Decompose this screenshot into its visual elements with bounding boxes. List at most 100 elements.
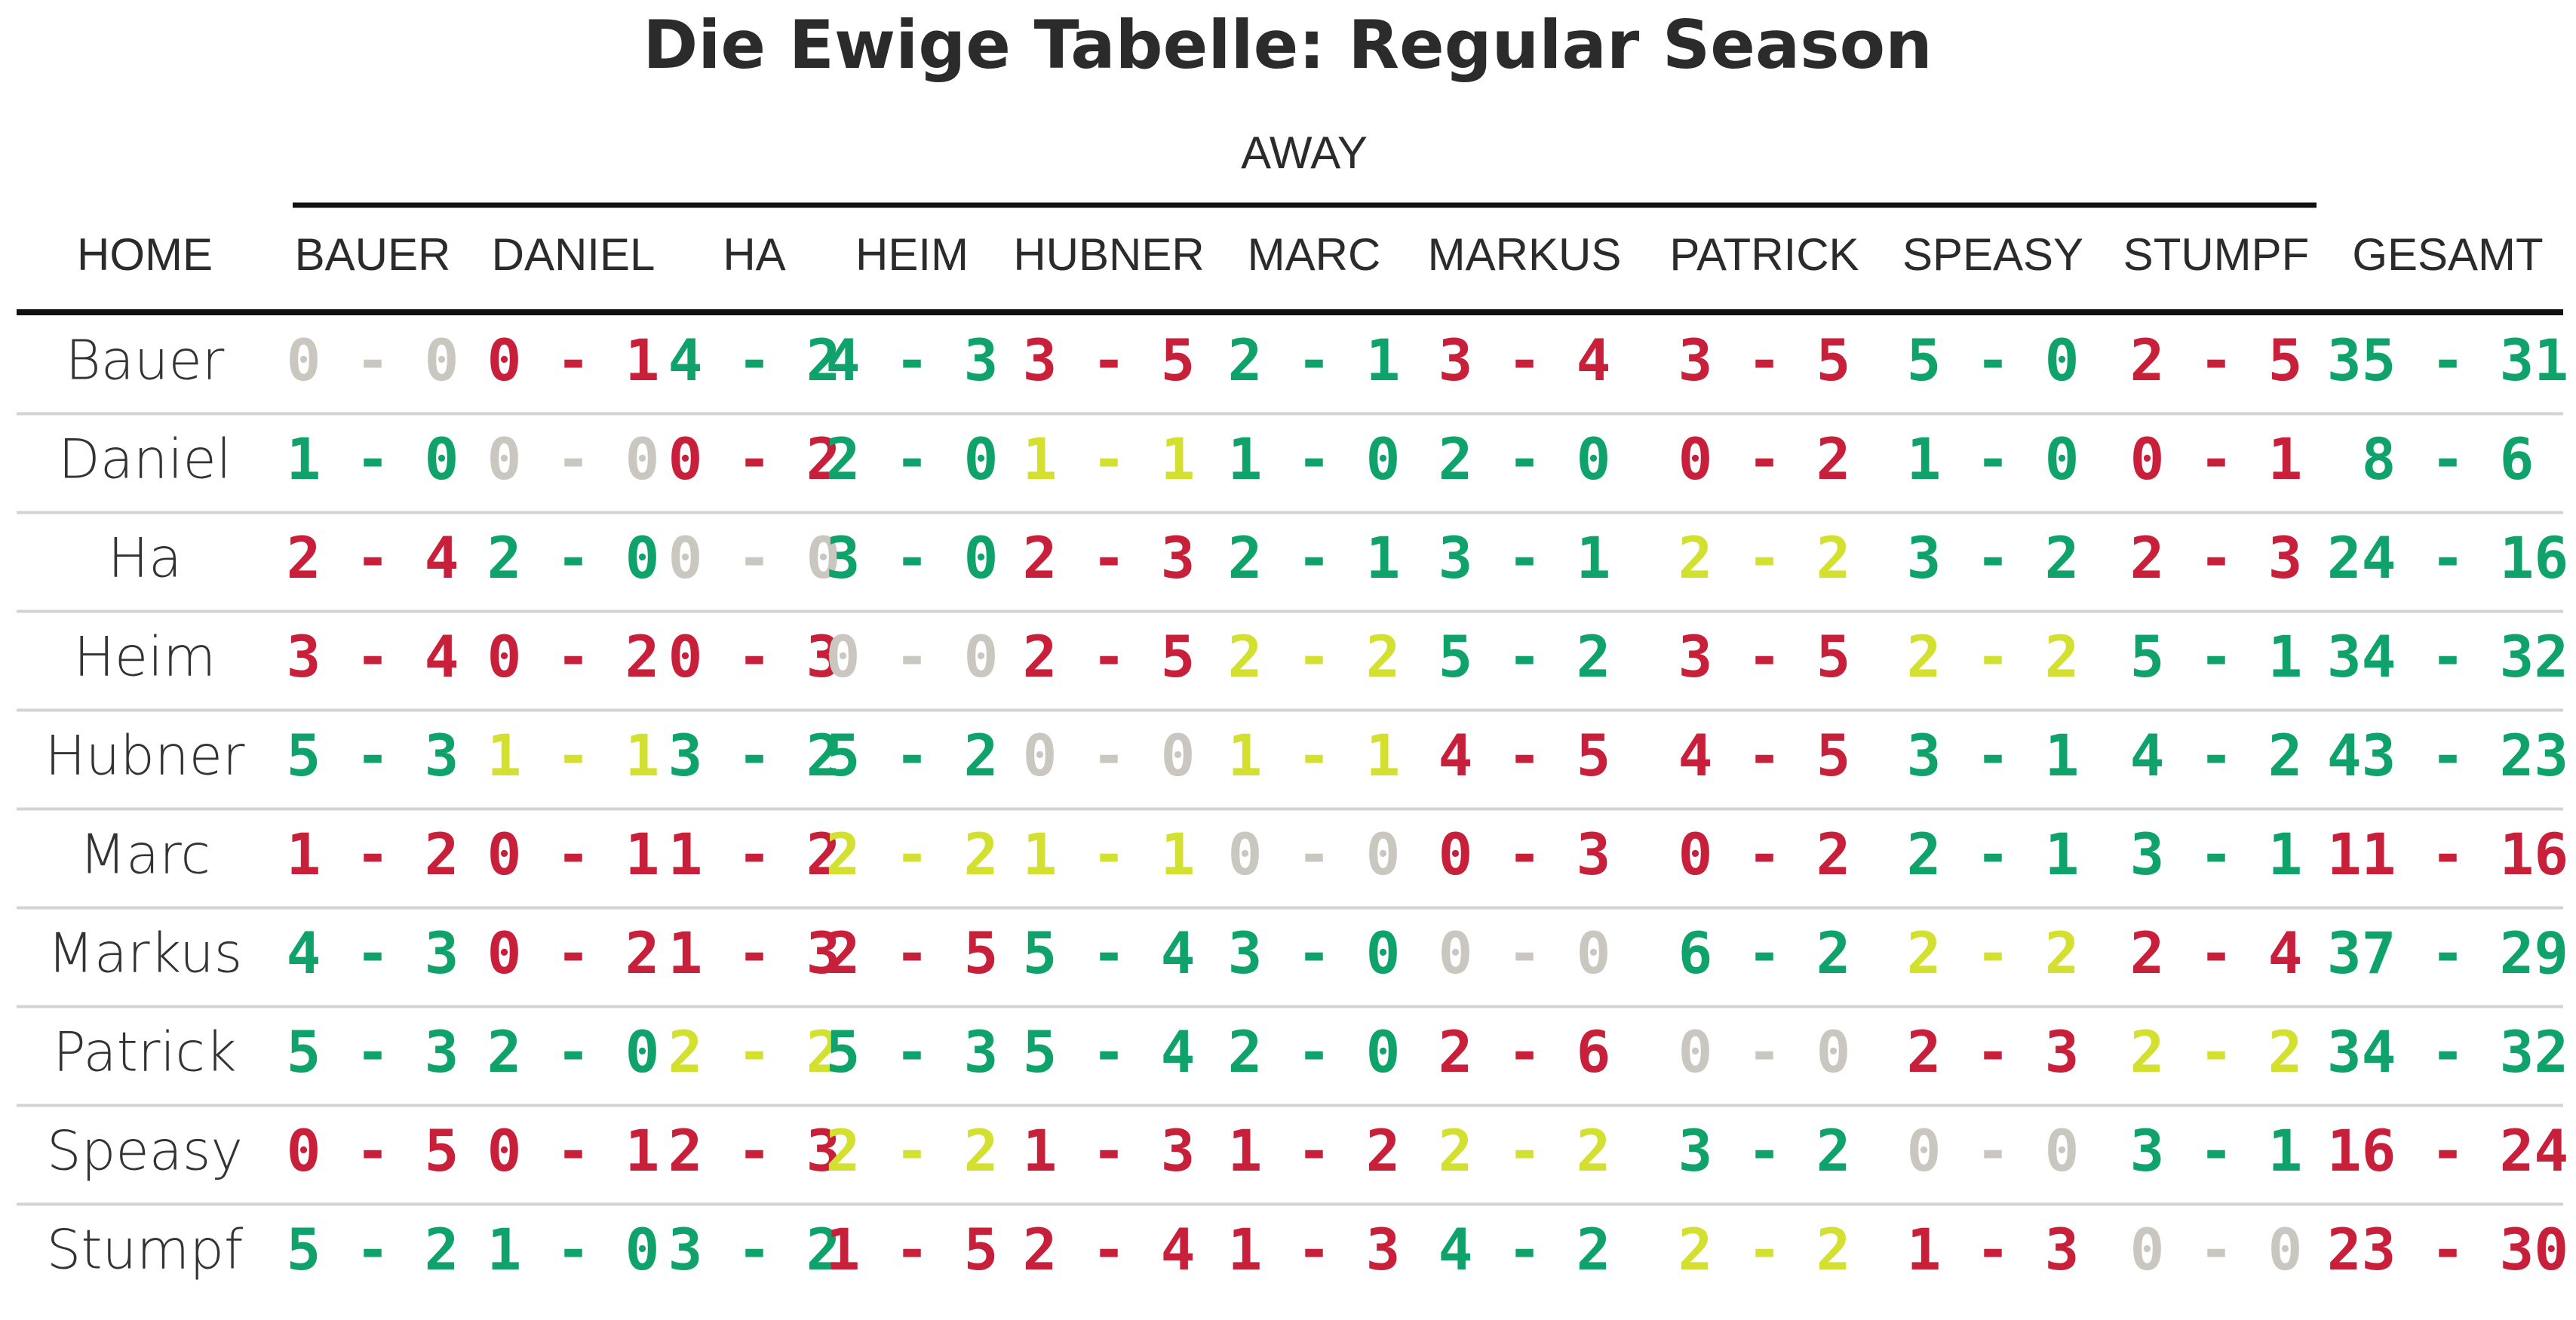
score: 0 - 0 <box>668 524 841 591</box>
score: 0 - 1 <box>487 821 660 888</box>
score: 2 - 2 <box>1438 1117 1611 1184</box>
column-header: SPEASY <box>1902 229 2083 280</box>
row-name: Heim <box>74 625 216 689</box>
score: 2 - 6 <box>1438 1018 1611 1085</box>
score: 0 - 2 <box>1678 821 1851 888</box>
score: 2 - 2 <box>826 821 999 888</box>
score: 5 - 1 <box>2130 623 2303 690</box>
score: 5 - 4 <box>1023 1018 1196 1085</box>
column-header: PATRICK <box>1669 229 1859 280</box>
score: 1 - 1 <box>1228 722 1401 789</box>
score: 2 - 5 <box>1023 623 1196 690</box>
score: 2 - 2 <box>1678 524 1851 591</box>
score: 5 - 2 <box>1438 623 1611 690</box>
score: 1 - 2 <box>1228 1117 1401 1184</box>
score: 4 - 2 <box>668 327 841 394</box>
score: 2 - 2 <box>1907 623 2080 690</box>
score: 0 - 1 <box>2130 425 2303 493</box>
row-name: Patrick <box>53 1021 236 1084</box>
score: 3 - 4 <box>287 623 459 690</box>
column-header: STUMPF <box>2123 229 2310 280</box>
column-header: HOME <box>77 229 213 280</box>
score: 1 - 3 <box>668 919 841 987</box>
row-name: Marc <box>79 823 210 886</box>
title: Die Ewige Tabelle: Regular Season <box>643 6 1933 84</box>
score: 1 - 1 <box>1023 425 1196 493</box>
score: 0 - 0 <box>1023 722 1196 789</box>
score: 8 - 6 <box>2362 425 2535 493</box>
score: 4 - 3 <box>287 919 459 987</box>
score: 2 - 1 <box>1907 821 2080 888</box>
score: 2 - 3 <box>1023 524 1196 591</box>
score: 2 - 3 <box>1907 1018 2080 1085</box>
score: 2 - 1 <box>1228 327 1401 394</box>
score: 0 - 3 <box>1438 821 1611 888</box>
score: 0 - 0 <box>1228 821 1401 888</box>
score: 0 - 0 <box>2130 1216 2303 1283</box>
score: 4 - 3 <box>826 327 999 394</box>
score: 2 - 5 <box>826 919 999 987</box>
score: 23 - 30 <box>2327 1216 2568 1283</box>
column-header: HEIM <box>855 229 969 280</box>
score: 2 - 5 <box>2130 327 2303 394</box>
score: 0 - 0 <box>1678 1018 1851 1085</box>
score: 11 - 16 <box>2327 821 2568 888</box>
score: 3 - 1 <box>2130 821 2303 888</box>
score: 0 - 2 <box>487 623 660 690</box>
score: 3 - 5 <box>1023 327 1196 394</box>
score: 4 - 5 <box>1678 722 1851 789</box>
score: 2 - 4 <box>2130 919 2303 987</box>
score: 5 - 2 <box>287 1216 459 1283</box>
score: 2 - 3 <box>2130 524 2303 591</box>
column-header: BAUER <box>295 229 451 280</box>
score: 5 - 2 <box>826 722 999 789</box>
row-name: Daniel <box>58 428 232 491</box>
score: 2 - 2 <box>2130 1018 2303 1085</box>
score: 0 - 5 <box>287 1117 459 1184</box>
score: 2 - 2 <box>1678 1216 1851 1283</box>
column-header: DANIEL <box>492 229 656 280</box>
row-name: Stumpf <box>47 1218 244 1282</box>
score: 2 - 2 <box>826 1117 999 1184</box>
score: 3 - 2 <box>668 1216 841 1283</box>
score: 2 - 0 <box>1228 1018 1401 1085</box>
score: 34 - 32 <box>2327 623 2568 690</box>
score: 5 - 3 <box>826 1018 999 1085</box>
score: 2 - 1 <box>1228 524 1401 591</box>
score: 0 - 2 <box>1678 425 1851 493</box>
score: 24 - 16 <box>2327 524 2568 591</box>
score: 43 - 23 <box>2327 722 2568 789</box>
score: 1 - 1 <box>487 722 660 789</box>
score: 5 - 0 <box>1907 327 2080 394</box>
group-label: AWAY <box>1241 127 1368 178</box>
score: 2 - 0 <box>1438 425 1611 493</box>
row-name: Hubner <box>45 724 244 787</box>
score: 1 - 0 <box>1228 425 1401 493</box>
score: 3 - 0 <box>826 524 999 591</box>
column-header: MARC <box>1248 229 1381 280</box>
column-header: GESAMT <box>2352 229 2543 280</box>
row-name: Bauer <box>66 329 225 392</box>
score: 2 - 2 <box>1228 623 1401 690</box>
score: 0 - 1 <box>487 1117 660 1184</box>
score: 35 - 31 <box>2327 327 2568 394</box>
score: 2 - 4 <box>287 524 459 591</box>
score: 0 - 0 <box>287 327 459 394</box>
score: 1 - 3 <box>1907 1216 2080 1283</box>
row-name: Speasy <box>47 1119 243 1183</box>
score: 2 - 4 <box>1023 1216 1196 1283</box>
score: 3 - 1 <box>1438 524 1611 591</box>
score: 3 - 2 <box>1907 524 2080 591</box>
score: 2 - 0 <box>487 524 660 591</box>
score: 1 - 3 <box>1228 1216 1401 1283</box>
score: 0 - 0 <box>487 425 660 493</box>
score: 2 - 0 <box>826 425 999 493</box>
score: 16 - 24 <box>2327 1117 2568 1184</box>
score: 3 - 4 <box>1438 327 1611 394</box>
score: 2 - 2 <box>1907 919 2080 987</box>
score: 1 - 0 <box>287 425 459 493</box>
score: 3 - 5 <box>1678 327 1851 394</box>
score: 6 - 2 <box>1678 919 1851 987</box>
score: 0 - 2 <box>487 919 660 987</box>
score: 0 - 3 <box>668 623 841 690</box>
